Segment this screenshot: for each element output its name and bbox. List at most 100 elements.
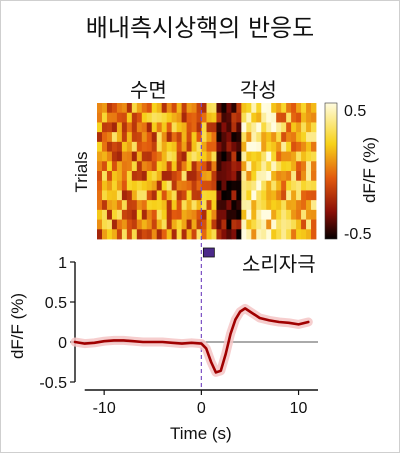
heatmap-cell (101, 151, 108, 162)
heatmap-cell (141, 122, 148, 133)
heatmap-cell (156, 161, 163, 172)
heatmap-cell (296, 151, 302, 162)
heatmap-cell (116, 122, 123, 133)
heatmap-cell (156, 219, 163, 230)
heatmap-cell (291, 190, 297, 201)
heatmap-cell (141, 161, 148, 172)
heatmap-cell (191, 190, 197, 201)
heatmap-cell (241, 209, 247, 220)
heatmap-cell (146, 219, 153, 230)
heatmap-cell (306, 132, 312, 143)
heatmap-cell (191, 112, 197, 123)
heatmap-cell (226, 132, 232, 143)
heatmap-cell (156, 112, 163, 123)
heatmap-cell (311, 141, 317, 152)
heatmap-cell (181, 161, 187, 172)
heatmap-cell (291, 171, 297, 182)
heatmap-cell (306, 122, 312, 133)
heatmap-cell (296, 229, 302, 240)
heatmap-cell (97, 219, 103, 230)
heatmap-cell (311, 122, 317, 133)
heatmap-cell (101, 229, 108, 240)
heatmap-cell (126, 161, 133, 172)
heatmap-cell (271, 180, 277, 191)
heatmap-cell (141, 229, 148, 240)
heatmap-cell (111, 180, 118, 191)
heatmap-cell (266, 219, 272, 230)
heatmap-cell (266, 200, 272, 211)
heatmap-cell (146, 190, 153, 201)
heatmap-cell (261, 132, 267, 143)
heatmap-cell (186, 103, 192, 114)
heatmap-cell (261, 141, 267, 152)
heatmap-cell (201, 171, 207, 182)
heatmap-cell (121, 171, 128, 182)
stimulus-marker (202, 247, 215, 258)
heatmap-cell (141, 132, 148, 143)
heatmap-cell (276, 122, 282, 133)
heatmap-cell (151, 103, 158, 114)
heatmap-cell (246, 200, 252, 211)
heatmap-cell (166, 180, 173, 191)
heatmap-cell (256, 209, 262, 220)
wake-label: 각성 (240, 78, 277, 102)
heatmap-cell (121, 122, 128, 133)
heatmap-cell (296, 141, 302, 152)
heatmap-cell (116, 141, 123, 152)
heatmap-cell (171, 229, 178, 240)
heatmap-cell (116, 171, 123, 182)
heatmap-cell (256, 229, 262, 240)
heatmap-cell (286, 161, 292, 172)
heatmap-cell (136, 151, 143, 162)
heatmap-cell (306, 200, 312, 211)
heatmap-cell (151, 180, 158, 191)
heatmap-cell (291, 122, 297, 133)
heatmap-cell (286, 180, 292, 191)
heatmap-cell (111, 112, 118, 123)
heatmap-cell (296, 180, 302, 191)
heatmap-cell (216, 141, 222, 152)
heatmap-cell (256, 200, 262, 211)
heatmap-cell (201, 122, 207, 133)
heatmap-cell (141, 171, 148, 182)
heatmap-cell (151, 151, 158, 162)
heatmap-cell (236, 122, 242, 133)
heatmap-cell (266, 171, 272, 182)
heatmap-cell (171, 209, 178, 220)
heatmap-cell (291, 229, 297, 240)
heatmap-cell (221, 141, 227, 152)
heatmap-cell (181, 141, 187, 152)
heatmap-cell (146, 141, 153, 152)
heatmap-cell (286, 151, 292, 162)
heatmap-cell (166, 200, 173, 211)
heatmap-cell (311, 132, 317, 143)
heatmap-cell (236, 219, 242, 230)
heatmap-cell (311, 209, 317, 220)
heatmap-cell (136, 141, 143, 152)
heatmap-cell (191, 180, 197, 191)
heatmap-cell (126, 180, 133, 191)
heatmap-cell (146, 200, 153, 211)
heatmap-cell (271, 209, 277, 220)
heatmap-cell (196, 103, 202, 114)
heatmap-cell (276, 112, 282, 123)
heatmap-cell (97, 103, 103, 114)
heatmap-cell (251, 219, 257, 230)
heatmap-cell (141, 112, 148, 123)
heatmap-cell (241, 151, 247, 162)
heatmap-cell (281, 190, 287, 201)
heatmap-cell (136, 103, 143, 114)
heatmap-cell (106, 219, 113, 230)
heatmap-cell (311, 180, 317, 191)
heatmap-cell (106, 200, 113, 211)
heatmap-cell (116, 219, 123, 230)
heatmap-cell (231, 112, 237, 123)
heatmap-cell (106, 141, 113, 152)
heatmap-cell (231, 141, 237, 152)
heatmap-cell (176, 151, 183, 162)
heatmap-cell (146, 171, 153, 182)
heatmap-cell (221, 151, 227, 162)
heatmap-cell (211, 132, 217, 143)
heatmap-cell (301, 219, 307, 230)
heatmap-cell (296, 219, 302, 230)
